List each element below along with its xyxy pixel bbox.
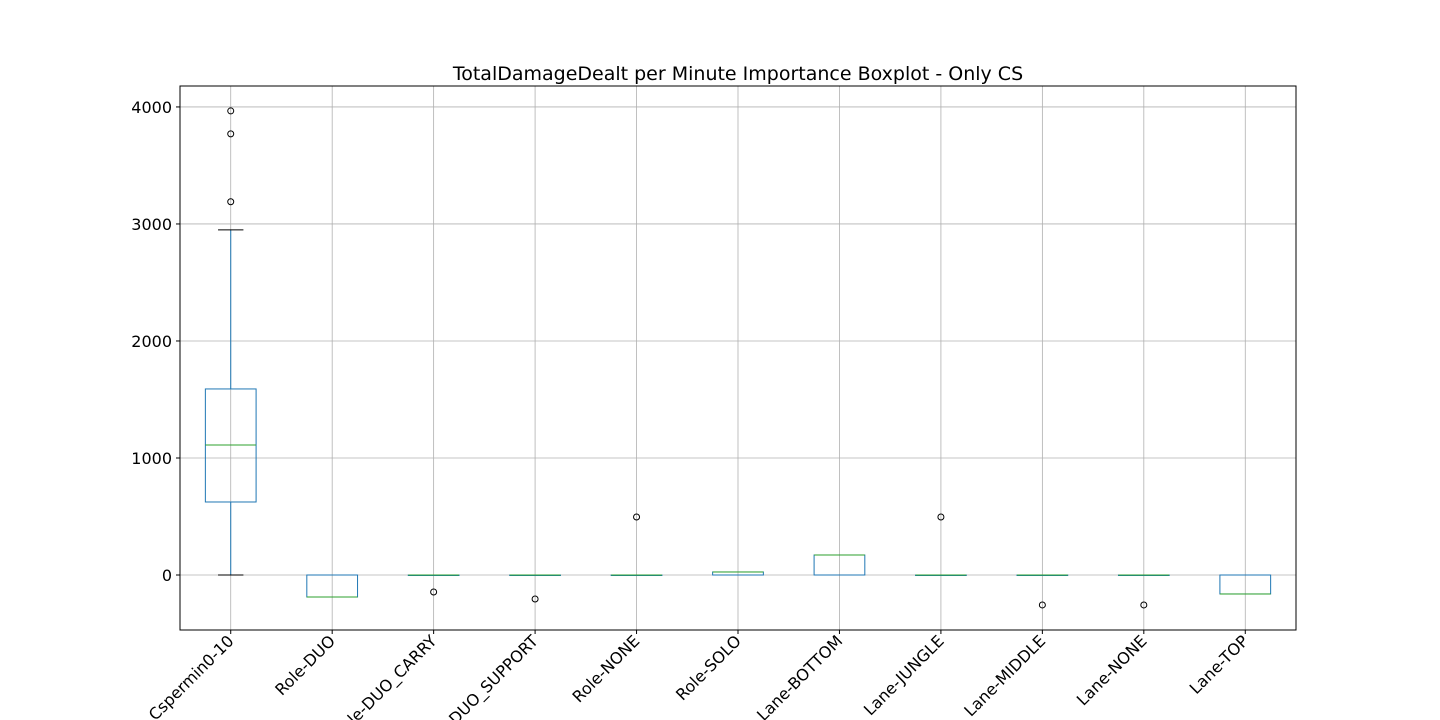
- y-tick-label: 3000: [131, 215, 172, 234]
- x-tick-label: Cspermin0-10: [145, 631, 238, 720]
- x-tick-label: Lane-MIDDLE: [960, 631, 1049, 720]
- outlier: [937, 513, 945, 521]
- outlier: [430, 588, 438, 596]
- chart-title: TotalDamageDealt per Minute Importance B…: [452, 63, 1023, 85]
- x-tick-label: Lane-TOP: [1186, 631, 1253, 698]
- y-tick-label: 0: [162, 566, 172, 585]
- x-tick-label: Lane-NONE: [1073, 631, 1151, 709]
- outlier: [227, 130, 235, 138]
- outlier: [1038, 601, 1046, 609]
- x-tick-label: Lane-BOTTOM: [753, 631, 846, 720]
- outlier: [633, 513, 641, 521]
- x-tick-label: Role-DUO_CARRY: [329, 631, 441, 720]
- y-tick-label: 1000: [131, 449, 172, 468]
- outlier: [227, 107, 235, 115]
- x-tick-label: Role-NONE: [568, 631, 643, 706]
- y-tick-label: 2000: [131, 332, 172, 351]
- x-tick-label: Role-DUO: [271, 631, 339, 699]
- outlier: [531, 595, 539, 603]
- y-tick-label: 4000: [131, 98, 172, 117]
- outlier: [227, 198, 235, 206]
- x-tick-label: Role-SOLO: [672, 631, 745, 704]
- x-tick-label: Lane-JUNGLE: [860, 631, 948, 719]
- plot-frame: [179, 85, 1297, 631]
- outlier: [1140, 601, 1148, 609]
